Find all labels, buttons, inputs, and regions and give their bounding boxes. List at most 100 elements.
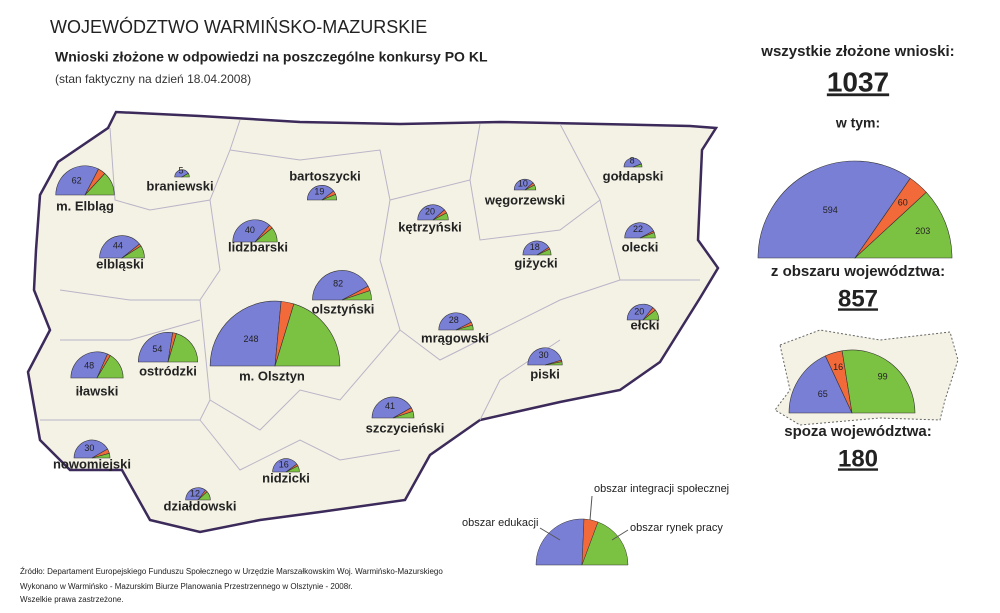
pie-slice [99,235,140,259]
slice-value: 18 [530,242,540,252]
district-name: iławski [76,383,119,398]
district-name: elbląski [96,256,144,271]
pie-slice [624,222,654,239]
outside-value: 180 [838,445,878,472]
pie-slice [272,458,298,473]
pie-slice [185,487,206,501]
slice-value: 20 [425,207,435,217]
district-name: olecki [622,239,659,254]
district-name: nowomiejski [53,456,131,471]
district-name: m. Elbląg [56,198,114,213]
legend-leader [539,527,561,541]
pie-slice [544,361,563,366]
slice-value: 16 [833,362,843,372]
slice-value: 65 [818,389,828,399]
region-outline [26,110,720,534]
subtitle: Wnioski złożone w odpowiedzi na poszczeg… [55,49,488,65]
pie-slice [138,332,174,363]
slice-value: 8 [630,155,635,165]
slice-value: 44 [113,241,123,251]
district-name: m. Olsztyn [239,368,305,383]
pie-slice [788,355,853,414]
legend-label: obszar integracji społecznej [594,483,729,495]
inside-label: z obszaru województwa: [771,263,945,280]
slice-value: 12 [190,488,200,498]
slice-value: 62 [72,176,82,186]
title: WOJEWÓDZTWO WARMIŃSKO-MAZURSKIE [50,16,427,37]
pie-slice [527,347,562,366]
slice-value: 19 [314,187,324,197]
pie-slice [321,193,337,201]
pie-slice [371,396,412,419]
pie-slice [642,309,660,321]
slice-value: 54 [152,344,162,354]
slice-value: 16 [279,459,289,469]
district-name: piski [530,366,560,381]
pie-slice [417,204,445,221]
slice-value: 203 [915,226,930,236]
district-name: ostródzki [139,363,197,378]
pie-slice [623,157,642,168]
pie-slice [84,173,115,196]
slice-value: 30 [539,350,549,360]
pie-slice [455,324,474,331]
district-name: giżycki [514,255,557,270]
district-name: węgorzewski [484,192,565,207]
pie-slice [91,452,111,459]
total-label: wszystkie złożone wnioski: [760,43,954,60]
pie-slice [524,184,537,191]
slice-value: 41 [385,401,395,411]
pie-slice [209,300,282,367]
slice-value: 248 [243,334,258,344]
slice-value: 99 [878,371,888,381]
legend-leader [589,495,593,521]
pie-slice [639,232,656,239]
district-name: działdowski [164,498,237,513]
slice-value: 82 [333,279,343,289]
breakdown-label: w tym: [835,115,880,131]
pie-slice [626,303,654,321]
legend-swatch [581,521,629,566]
pie-slice [341,290,372,301]
footer-line: Źródło: Departament Europejskiego Fundus… [20,567,443,576]
slice-value: 30 [84,443,94,453]
pie-slice [232,219,270,243]
district-name: kętrzyński [398,219,462,234]
footer-line: Wykonano w Warmińsko - Mazurskim Biurze … [20,582,353,591]
pie-slice [841,349,916,414]
pie-slice [513,178,534,191]
slice-value: 10 [518,178,528,188]
district-borders [40,119,700,471]
pie-slice [438,312,472,331]
footer-line: Wszelkie prawa zastrzeżone. [20,595,124,604]
district-name: szczycieński [366,420,445,435]
legend-label: obszar rynek pracy [630,522,723,534]
district-name: lidzbarski [228,239,288,254]
pie-slice [632,163,643,168]
pie-slice [536,248,552,256]
inside-value: 857 [838,285,878,312]
slice-value: 20 [634,307,644,317]
pie-slice [757,160,911,259]
pie-slice [180,172,190,178]
slice-value: 28 [449,315,459,325]
pie-slice [392,411,415,419]
slice-value: 5 [178,165,183,175]
district-name: ełcki [631,317,660,332]
legend-label: obszar edukacji [462,517,538,529]
legend: obszar edukacji obszar integracji społec… [462,483,729,566]
slice-value: 40 [245,225,255,235]
district-name: gołdapski [603,168,664,183]
slice-value: 22 [633,224,643,234]
pie-slice [96,355,124,379]
district-name: nidzicki [262,470,310,485]
pie-slice [254,227,278,243]
pie-slice [120,245,145,259]
legend-leader [611,529,629,541]
district-name: olsztyński [312,301,375,316]
pie-slice [307,185,335,201]
note: (stan faktyczny na dzień 18.04.2008) [55,72,251,86]
slice-value: 48 [84,360,94,370]
pie-slice [432,212,449,221]
